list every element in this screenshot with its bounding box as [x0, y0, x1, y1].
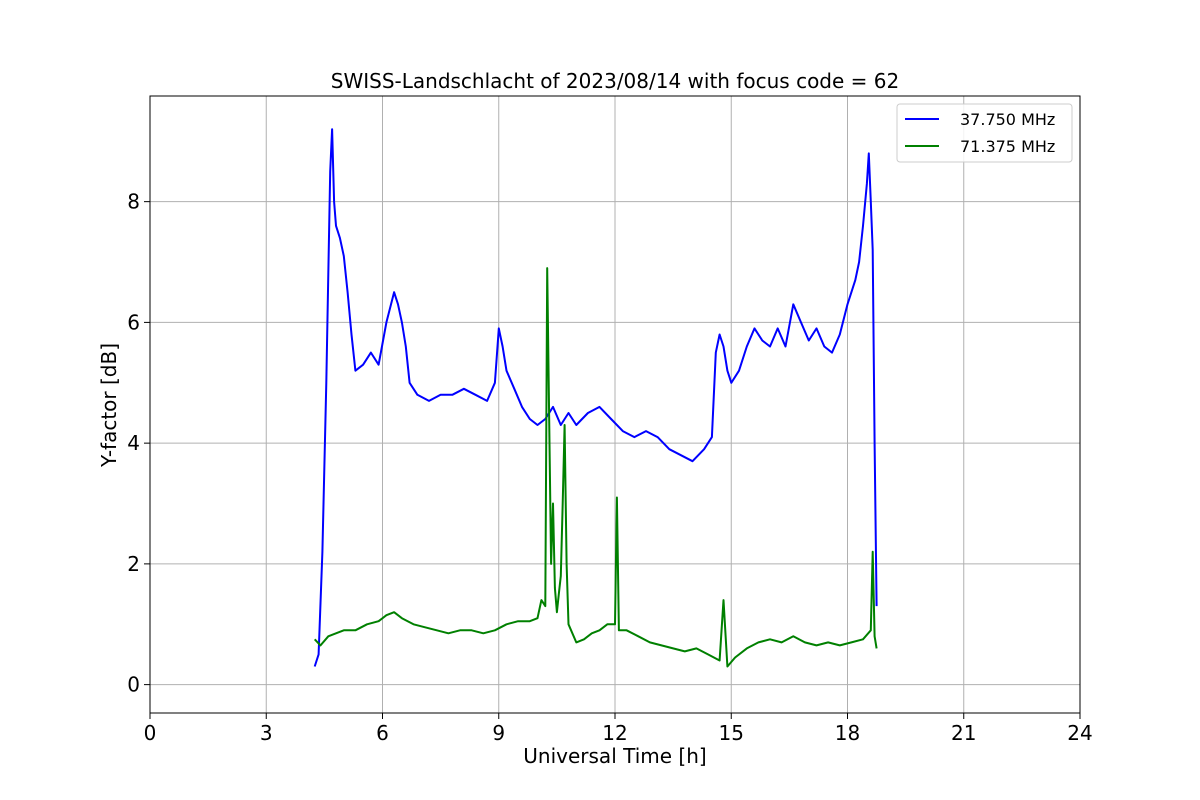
- y-tick-label: 4: [127, 431, 140, 455]
- legend: 37.750 MHz 71.375 MHz: [896, 103, 1073, 163]
- legend-label-71-375: 71.375 MHz: [960, 137, 1055, 156]
- x-tick-label: 9: [492, 721, 505, 745]
- x-tick-label: 15: [719, 721, 744, 745]
- chart-title: SWISS-Landschlacht of 2023/08/14 with fo…: [331, 69, 899, 93]
- legend-box: [896, 103, 1073, 163]
- y-tick-label: 8: [127, 190, 140, 214]
- x-tick-label: 3: [260, 721, 273, 745]
- legend-label-37-750: 37.750 MHz: [960, 110, 1055, 129]
- x-tick-label: 6: [376, 721, 389, 745]
- y-tick-label: 6: [127, 310, 140, 334]
- series-line-71-375-mhz: [313, 267, 878, 668]
- y-axis-label: Y-factor [dB]: [97, 343, 121, 468]
- series-layer: [313, 128, 878, 668]
- grid-layer: [149, 96, 1081, 713]
- x-tick-label: 21: [951, 721, 976, 745]
- y-tick-label: 2: [127, 552, 140, 576]
- x-tick-label: 0: [144, 721, 157, 745]
- x-axis-label: Universal Time [h]: [523, 744, 706, 768]
- x-tick-label: 24: [1067, 721, 1092, 745]
- x-tick-label: 18: [835, 721, 860, 745]
- series-line-37-750-mhz: [313, 128, 878, 667]
- y-tick-label: 0: [127, 673, 140, 697]
- x-tick-label: 12: [602, 721, 627, 745]
